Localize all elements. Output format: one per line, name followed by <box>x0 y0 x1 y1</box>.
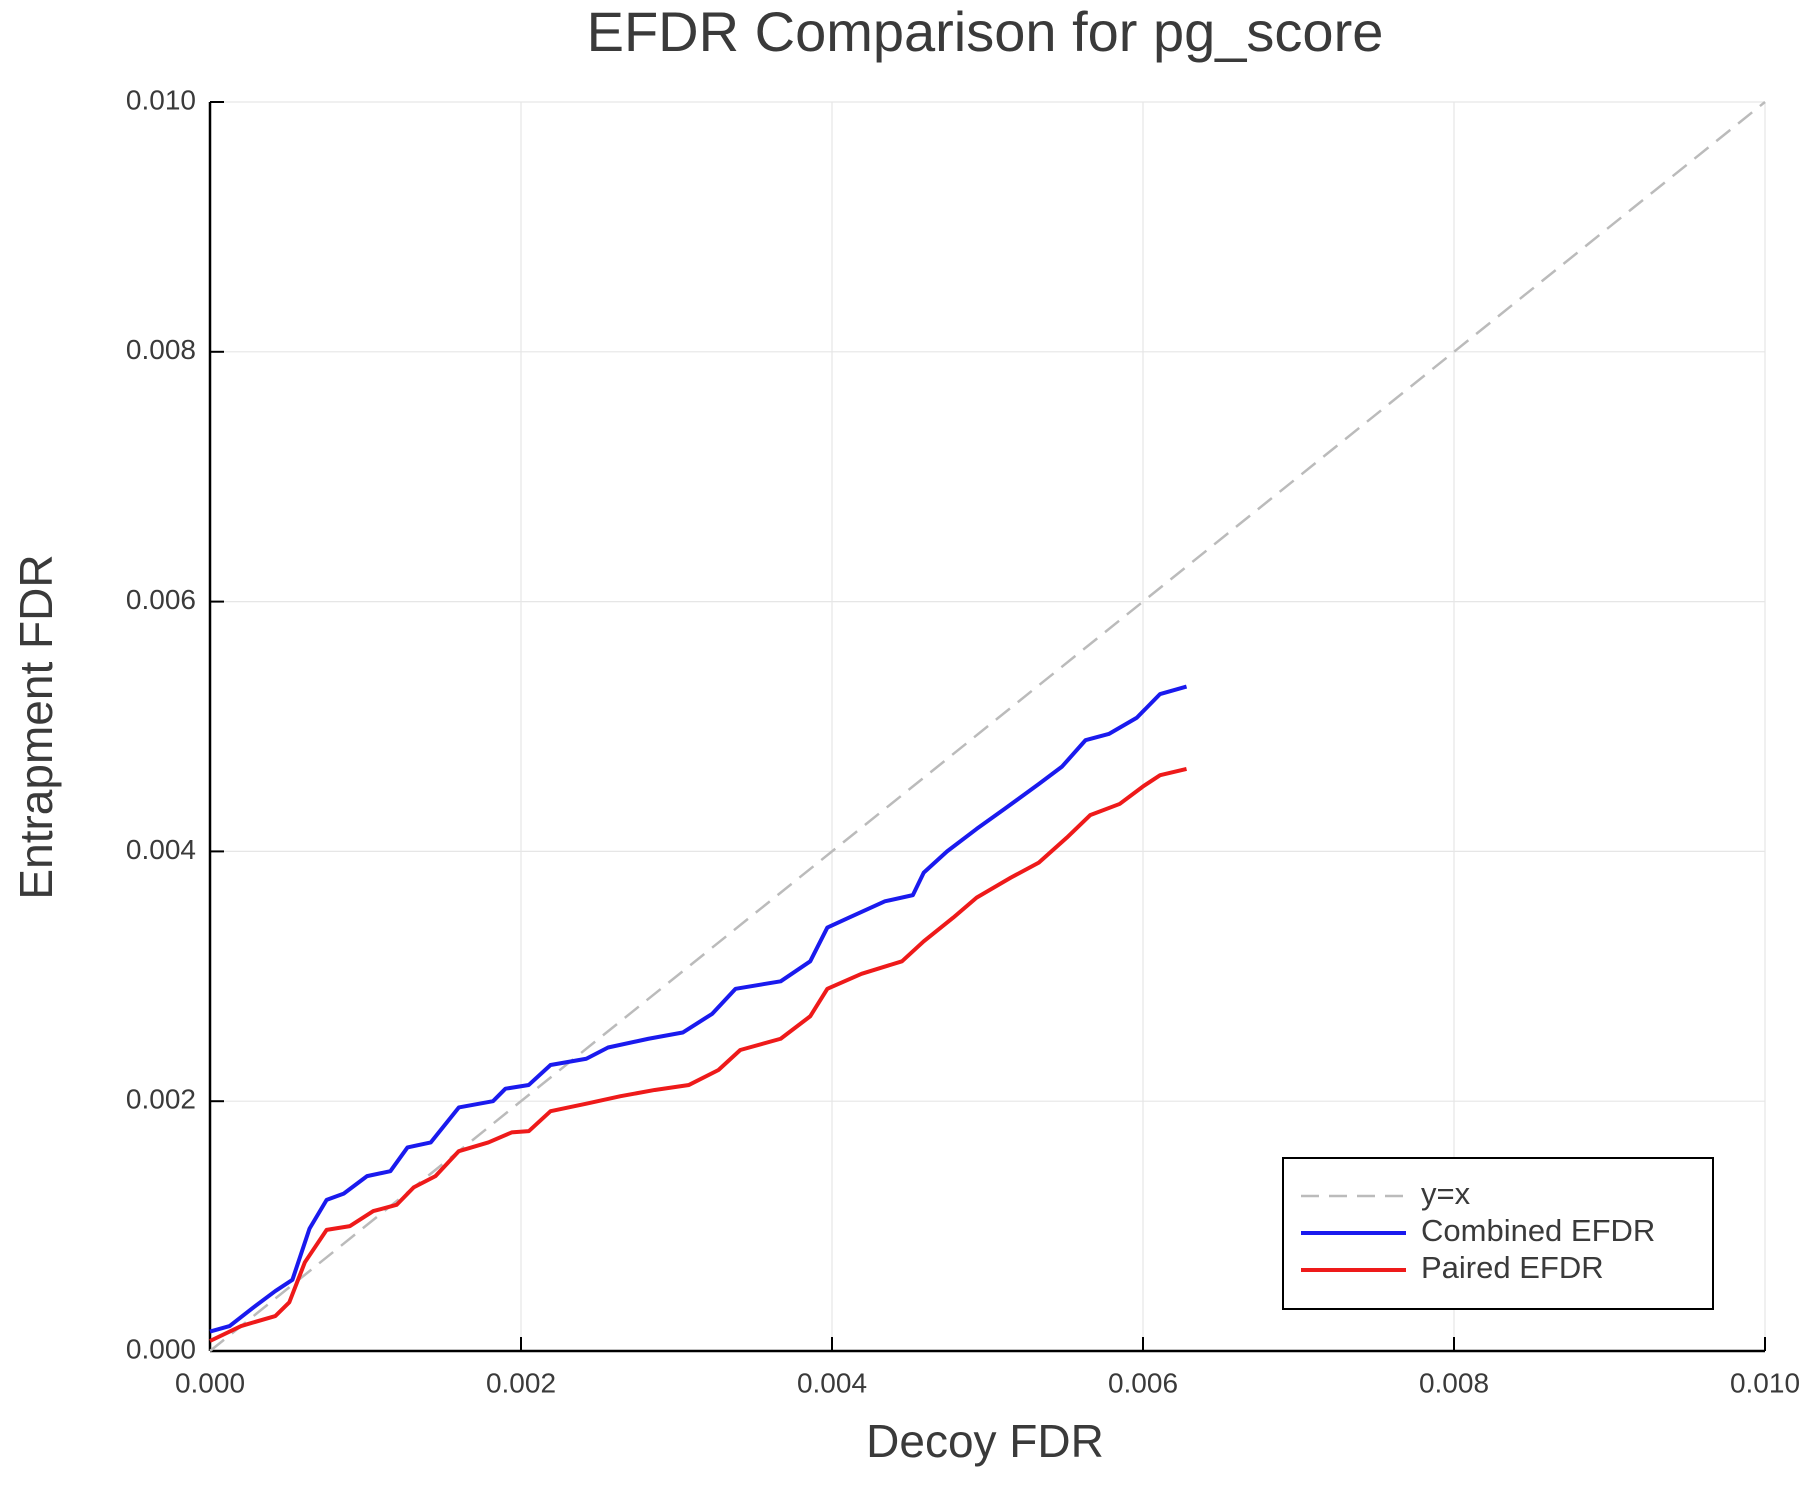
x-tick-label: 0.006 <box>1108 1367 1178 1398</box>
x-axis-label: Decoy FDR <box>866 1415 1104 1467</box>
x-tick-label: 0.004 <box>797 1367 867 1398</box>
y-tick-label: 0.006 <box>126 584 196 615</box>
x-tick-label: 0.000 <box>175 1367 245 1398</box>
legend-label: y=x <box>1421 1176 1471 1211</box>
x-tick-label: 0.010 <box>1730 1367 1800 1398</box>
legend-label: Combined EFDR <box>1421 1213 1655 1248</box>
y-tick-label: 0.008 <box>126 334 196 365</box>
chart-title: EFDR Comparison for pg_score <box>587 0 1384 63</box>
data-line <box>209 684 1188 1334</box>
x-tick-label: 0.008 <box>1419 1367 1489 1398</box>
x-tick-label: 0.002 <box>486 1367 556 1398</box>
y-tick-label: 0.004 <box>126 834 196 865</box>
y-axis-label: Entrapment FDR <box>10 554 62 899</box>
y-tick-label: 0.010 <box>126 84 196 115</box>
data-line <box>209 767 1187 1343</box>
data-line <box>209 101 1766 1352</box>
y-tick-label: 0.000 <box>126 1333 196 1364</box>
y-tick-label: 0.002 <box>126 1084 196 1115</box>
legend-label: Paired EFDR <box>1421 1250 1604 1285</box>
